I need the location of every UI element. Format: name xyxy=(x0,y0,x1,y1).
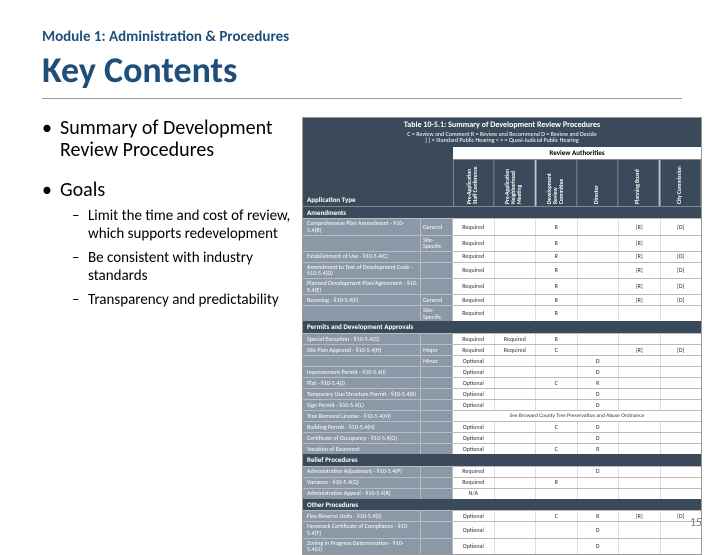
table-section-header: Relief Procedures xyxy=(303,454,701,466)
sub-bullet: – Transparency and predictability xyxy=(72,291,292,309)
module-line: Module 1: Administration & Procedures xyxy=(42,28,720,46)
table-row: Establishment of Use - §10-5.4(C)Require… xyxy=(303,251,701,262)
table-row: Amendment to Text of Development Code - … xyxy=(303,262,701,278)
table-row: Sign Permit - §10-5.4(L)OptionalD xyxy=(303,399,701,410)
table-row: Planned Development Plan/Agreement - §10… xyxy=(303,278,701,294)
table-row: Flex/Reserve Units - §10-5.4(S)OptionalC… xyxy=(303,510,701,521)
page-title: Key Contents xyxy=(42,48,720,92)
table-section-header: Permits and Development Approvals xyxy=(303,321,701,333)
procedures-table: Table 10-5.1: Summary of Development Rev… xyxy=(302,117,702,555)
table-row: Rezoning - §10-5.4(F)GeneralRequiredR[R]… xyxy=(303,294,701,305)
table-row: Tree Removal License - §10-5.4(M)See Bro… xyxy=(303,410,701,421)
table-section-header: Amendments xyxy=(303,207,701,219)
table-row: Site Plan Approval - §10-5.4(H)MajorRequ… xyxy=(303,344,701,355)
table-row: Special Exception - §10-5.4(G)RequiredRe… xyxy=(303,333,701,344)
divider xyxy=(42,98,682,99)
bullet-summary: • Summary of Development Review Procedur… xyxy=(42,117,292,161)
table-row: Site-SpecificRequiredR[R] xyxy=(303,235,701,251)
table-row: Comprehensive Plan Amendment - §10-5.4(B… xyxy=(303,218,701,234)
table-row: Administrative Adjustment - §10-5.4(P)Re… xyxy=(303,466,701,477)
sub-bullet: – Be consistent with industry standards xyxy=(72,249,292,285)
table-section-header: Other Procedures xyxy=(303,499,701,511)
bullet-dot-icon: • xyxy=(42,117,60,161)
bullet-text: Goals xyxy=(60,179,105,201)
sub-bullet-text: Limit the time and cost of review, which… xyxy=(88,207,292,243)
dash-icon: – xyxy=(72,291,88,309)
table-row: Improvement Permit - §10-5.4(I)OptionalD xyxy=(303,366,701,377)
sub-bullet: – Limit the time and cost of review, whi… xyxy=(72,207,292,243)
bullet-text: Summary of Development Review Procedures xyxy=(60,117,292,161)
table-row: Administrative Appeal - §10-5.4(R)N/A xyxy=(303,488,701,499)
table-row: Newsrack Certificate of Compliance - §10… xyxy=(303,521,701,537)
table-row: Certificate of Occupancy - §10-5.4(O)Opt… xyxy=(303,432,701,443)
text-column: • Summary of Development Review Procedur… xyxy=(42,117,292,555)
sub-bullet-list: – Limit the time and cost of review, whi… xyxy=(42,207,292,309)
table-row: Vacation of EasementOptionalCR xyxy=(303,443,701,454)
table-title: Table 10-5.1: Summary of Development Rev… xyxy=(303,118,701,147)
bullet-dot-icon: • xyxy=(42,179,60,201)
dash-icon: – xyxy=(72,249,88,285)
table-row: Variance - §10-5.4(Q)RequiredR xyxy=(303,477,701,488)
table-row: Site-SpecificRequiredR xyxy=(303,305,701,321)
table-column: Table 10-5.1: Summary of Development Rev… xyxy=(302,117,712,555)
table-row: Temporary Use/Structure Permit - §10-5.4… xyxy=(303,388,701,399)
page-number: 15 xyxy=(690,516,702,530)
dash-icon: – xyxy=(72,207,88,243)
table-row: Plat - §10-5.4(J)OptionalCR xyxy=(303,377,701,388)
table-row: Building Permit - §10-5.4(N)OptionalCD xyxy=(303,421,701,432)
table-row: MinorOptionalD xyxy=(303,355,701,366)
sub-bullet-text: Be consistent with industry standards xyxy=(88,249,292,285)
body-row: • Summary of Development Review Procedur… xyxy=(42,117,720,555)
table-column-headers: Application TypeReview AuthoritiesPre-Ap… xyxy=(303,147,701,207)
sub-bullet-text: Transparency and predictability xyxy=(88,291,279,309)
bullet-goals: • Goals xyxy=(42,179,292,201)
